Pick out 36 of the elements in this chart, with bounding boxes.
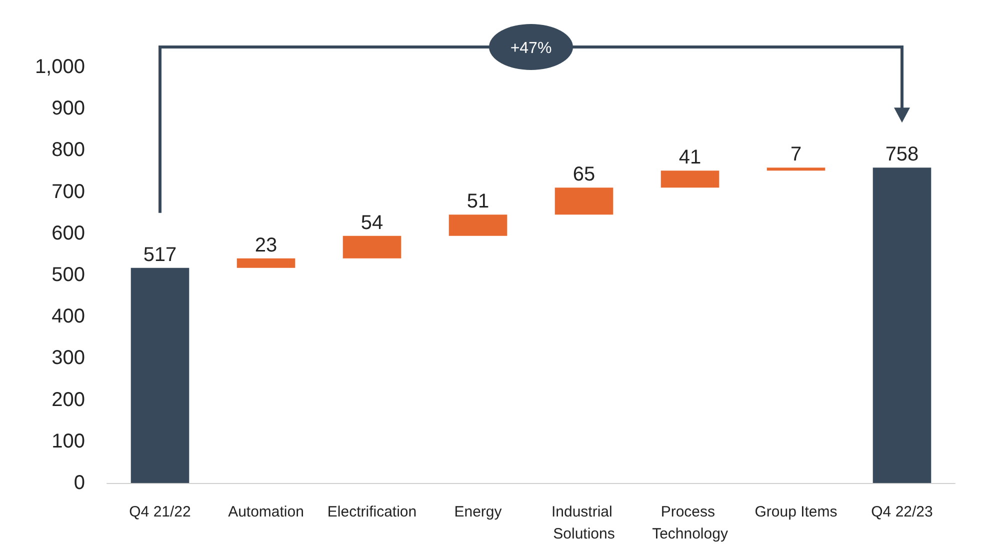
x-tick-label: Electrification — [327, 504, 417, 520]
x-tick-label: Q4 21/22 — [129, 504, 191, 520]
bar — [660, 170, 720, 188]
text: +47% — [510, 40, 552, 57]
bar — [554, 188, 614, 215]
data-label: 517 — [143, 244, 177, 266]
bar — [130, 268, 190, 483]
data-label: 7 — [790, 144, 802, 166]
y-tick-label: 400 — [52, 306, 85, 328]
x-tick-label: Automation — [228, 504, 304, 520]
x-tick-label: Q4 22/23 — [871, 504, 933, 520]
y-tick-label: 200 — [52, 388, 85, 411]
data-label: 51 — [466, 190, 490, 213]
bar — [448, 214, 508, 236]
data-label: 65 — [572, 164, 596, 186]
y-tick-label: 1,000 — [34, 56, 85, 78]
data-label: 23 — [254, 234, 278, 256]
y-tick-label: 600 — [52, 222, 85, 244]
data-label: 41 — [678, 146, 702, 169]
bar — [342, 236, 402, 258]
data-label: 54 — [360, 212, 384, 234]
y-tick-label: 500 — [52, 264, 85, 286]
y-tick-label: 800 — [52, 139, 85, 162]
y-tick-label: 0 — [74, 472, 85, 494]
y-tick-label: 100 — [52, 430, 85, 452]
y-tick-label: 900 — [52, 98, 85, 120]
y-tick-label: 300 — [52, 347, 85, 370]
x-tick-label: Group Items — [754, 504, 838, 520]
bar — [766, 168, 826, 171]
y-tick-label: 700 — [52, 180, 85, 203]
bar — [236, 258, 296, 268]
x-tick-label: Process Technology — [652, 504, 728, 542]
data-label: 758 — [885, 144, 919, 166]
x-tick-label: Industrial Solutions — [551, 504, 617, 542]
bar — [872, 168, 932, 483]
x-tick-label: Energy — [454, 504, 502, 520]
